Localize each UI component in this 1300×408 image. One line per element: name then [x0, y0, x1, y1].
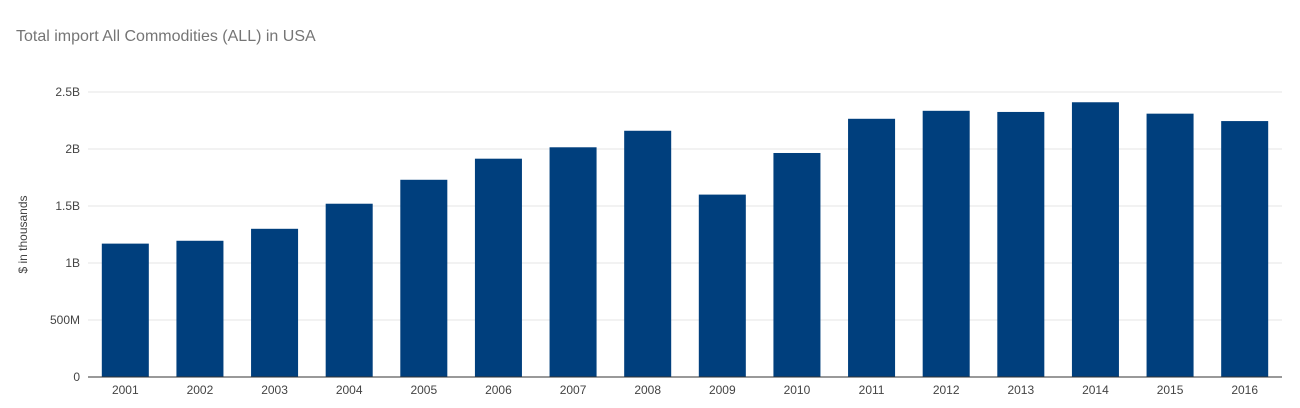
x-tick-label: 2010 [784, 383, 811, 397]
bar [251, 228, 299, 377]
x-tick-label: 2011 [859, 383, 885, 397]
x-tick-label: 2009 [709, 383, 736, 397]
y-tick-label: 500M [50, 313, 80, 327]
bar [474, 158, 522, 377]
x-tick-label: 2006 [485, 383, 512, 397]
bar [922, 110, 970, 377]
bar [101, 243, 149, 377]
y-tick-label: 1.5B [55, 199, 80, 213]
y-tick-label: 2.5B [55, 85, 80, 99]
x-tick-label: 2013 [1007, 383, 1034, 397]
y-tick-label: 1B [65, 256, 80, 270]
y-tick-label: 2B [65, 142, 80, 156]
bar [1221, 121, 1269, 377]
bar [325, 203, 373, 377]
bar [1071, 102, 1119, 377]
bar [773, 152, 821, 377]
bar [400, 179, 448, 377]
x-tick-label: 2012 [933, 383, 960, 397]
chart-title: Total import All Commodities (ALL) in US… [16, 28, 316, 45]
x-tick-label: 2002 [187, 383, 214, 397]
x-tick-label: 2014 [1082, 383, 1109, 397]
bar [624, 130, 672, 377]
x-tick-label: 2015 [1157, 383, 1184, 397]
y-axis-title: $ in thousands [16, 195, 30, 273]
tick-labels: 0 500M 1B 1.5B 2B 2.5B 2001 2002 2003 2004 2005 200… [50, 85, 1258, 397]
bar [549, 147, 597, 377]
x-tick-label: 2016 [1231, 383, 1258, 397]
x-tick-label: 2007 [560, 383, 587, 397]
y-tick-label: 0 [73, 370, 80, 384]
bar [997, 111, 1045, 377]
bar [1146, 113, 1194, 377]
bars [101, 102, 1269, 377]
x-tick-label: 2005 [410, 383, 437, 397]
x-tick-label: 2004 [336, 383, 363, 397]
x-tick-label: 2003 [261, 383, 288, 397]
bar [848, 118, 896, 377]
x-tick-label: 2001 [112, 383, 139, 397]
x-tick-label: 2008 [634, 383, 661, 397]
bar [698, 194, 746, 377]
bar [176, 240, 224, 377]
